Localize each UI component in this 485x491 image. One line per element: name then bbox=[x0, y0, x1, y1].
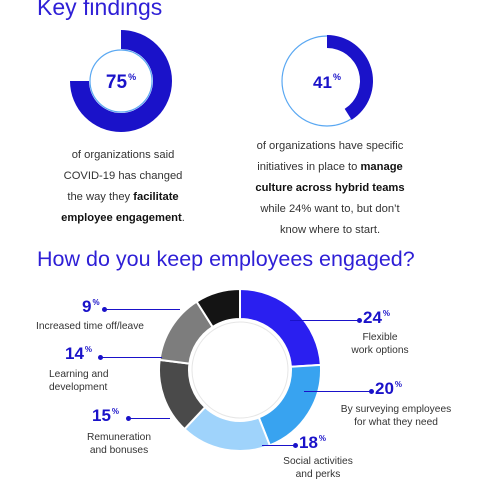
slice-pct-social: 18% bbox=[299, 433, 327, 452]
donut-slice-3 bbox=[183, 405, 272, 452]
gauge-75-value: 75% bbox=[105, 72, 137, 93]
gauge-41: 41% bbox=[280, 34, 374, 128]
leader-line-social bbox=[262, 443, 298, 448]
slice-label-social: Social activities and perks bbox=[283, 456, 353, 480]
gauge-41-arc bbox=[327, 35, 373, 120]
slice-label-learning: Learning and development bbox=[49, 369, 109, 393]
leader-line-time-off bbox=[102, 307, 180, 312]
leader-line-remuneration bbox=[126, 416, 170, 421]
gauge-75-inner-ring bbox=[89, 49, 153, 113]
slice-pct-learning: 14% bbox=[65, 344, 93, 363]
gauge-41-description: of organizations have specific initiativ… bbox=[255, 140, 405, 236]
leader-line-learning bbox=[98, 355, 162, 360]
slice-label-time-off: Increased time off/leave bbox=[36, 321, 144, 332]
leader-line-flexible bbox=[290, 318, 362, 323]
slice-pct-time-off: 9% bbox=[82, 297, 100, 316]
slice-label-surveying: By surveying employees for what they nee… bbox=[340, 404, 452, 428]
slice-pct-surveying: 20% bbox=[375, 379, 403, 398]
gauge-75: 75% bbox=[70, 30, 172, 132]
leader-line-surveying bbox=[304, 389, 374, 394]
gauge-41-value: 41% bbox=[313, 72, 341, 92]
engagement-title: How do you keep employees engaged? bbox=[37, 247, 415, 271]
key-findings-title: Key findings bbox=[37, 0, 163, 20]
slice-label-remuneration: Remuneration and bonuses bbox=[87, 432, 151, 456]
slice-label-flexible: Flexible work options bbox=[351, 332, 409, 356]
slice-pct-flexible: 24% bbox=[363, 308, 391, 327]
donut-center bbox=[191, 321, 289, 419]
gauge-75-arc bbox=[70, 30, 172, 132]
gauge-75-description: of organizations said COVID-19 has chang… bbox=[61, 149, 185, 224]
donut-slice-6 bbox=[195, 287, 241, 329]
slice-pct-remuneration: 15% bbox=[92, 406, 120, 425]
donut-slice-1 bbox=[239, 287, 322, 368]
